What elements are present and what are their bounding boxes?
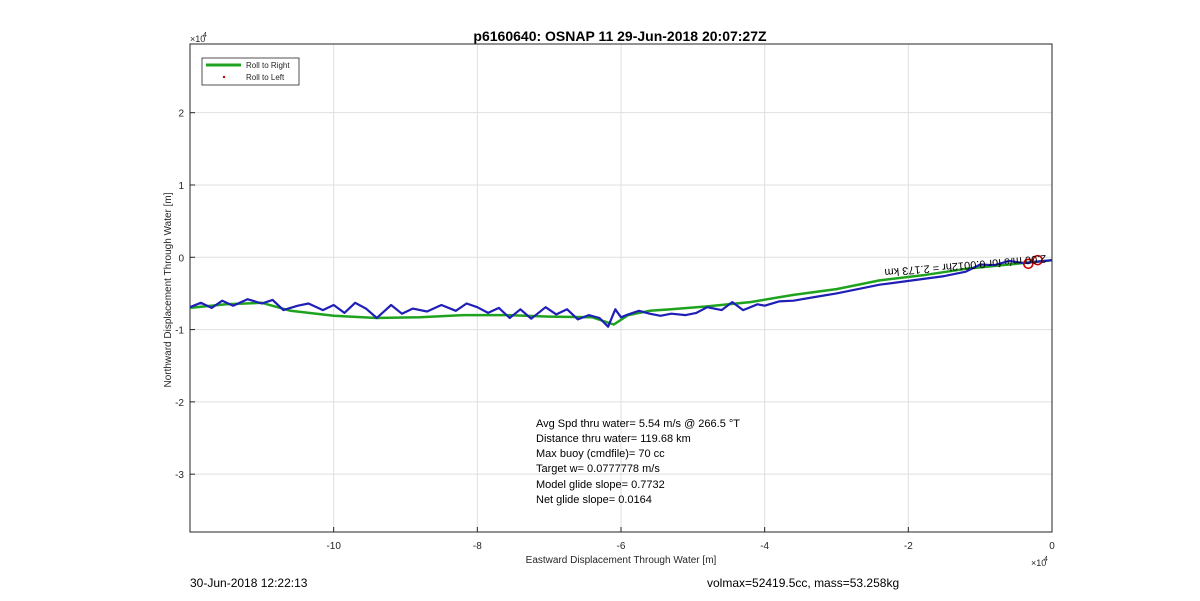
stat-model-glide: Model glide slope= 0.7732 xyxy=(536,479,665,491)
y-tick-label: 2 xyxy=(178,109,184,120)
legend-swatch-roll-left xyxy=(222,75,226,79)
series-roll-to-right-line xyxy=(189,258,1053,326)
x-multiplier: ×10 4 xyxy=(1031,556,1048,568)
x-tick-label: -6 xyxy=(617,541,626,552)
stats-box: Avg Spd thru water= 5.54 m/s @ 266.5 °T … xyxy=(536,418,740,506)
y-multiplier-exponent: 4 xyxy=(203,32,207,39)
footer-timestamp: 30-Jun-2018 12:22:13 xyxy=(190,576,308,590)
marker-group xyxy=(1022,254,1043,270)
x-axis-label: Eastward Displacement Through Water [m] xyxy=(526,555,717,566)
x-tick-label: -4 xyxy=(760,541,769,552)
x-tick-label: -2 xyxy=(904,541,913,552)
series-group xyxy=(189,258,1053,328)
red-circle-marker xyxy=(1022,258,1034,270)
y-axis-label: Northward Displacement Through Water [m] xyxy=(163,192,174,387)
stat-max-buoy: Max buoy (cmdfile)= 70 cc xyxy=(536,448,665,460)
stat-avg-speed: Avg Spd thru water= 5.54 m/s @ 266.5 °T xyxy=(536,418,740,430)
footer-vol-mass: volmax=52419.5cc, mass=53.258kg xyxy=(707,576,900,590)
y-tick-label: -3 xyxy=(175,470,184,481)
series-track-line xyxy=(189,259,1053,328)
x-tick-label: 0 xyxy=(1049,541,1055,552)
x-multiplier-base: ×10 xyxy=(1031,558,1046,568)
stat-net-glide: Net glide slope= 0.0164 xyxy=(536,494,652,506)
y-multiplier-base: ×10 xyxy=(190,34,205,44)
x-multiplier-exponent: 4 xyxy=(1044,556,1048,563)
legend: Roll to Right Roll to Left xyxy=(201,57,300,86)
x-tick-label: -10 xyxy=(326,541,341,552)
legend-box xyxy=(201,57,300,86)
y-tick-label: -1 xyxy=(175,326,184,337)
chart-title: p6160640: OSNAP 11 29-Jun-2018 20:07:27Z xyxy=(473,28,767,44)
x-tick-label: -8 xyxy=(473,541,482,552)
y-tick-label: -2 xyxy=(175,398,184,409)
red-circle-marker xyxy=(1032,254,1043,266)
stat-target-w: Target w= 0.0777778 m/s xyxy=(536,463,660,475)
legend-label-roll-left: Roll to Left xyxy=(246,73,285,82)
y-multiplier: ×10 4 xyxy=(190,32,207,44)
legend-label-roll-right: Roll to Right xyxy=(246,61,290,70)
y-tick-label: 1 xyxy=(178,181,184,192)
y-tick-label: 0 xyxy=(178,253,184,264)
stat-distance: Distance thru water= 119.68 km xyxy=(536,433,691,445)
